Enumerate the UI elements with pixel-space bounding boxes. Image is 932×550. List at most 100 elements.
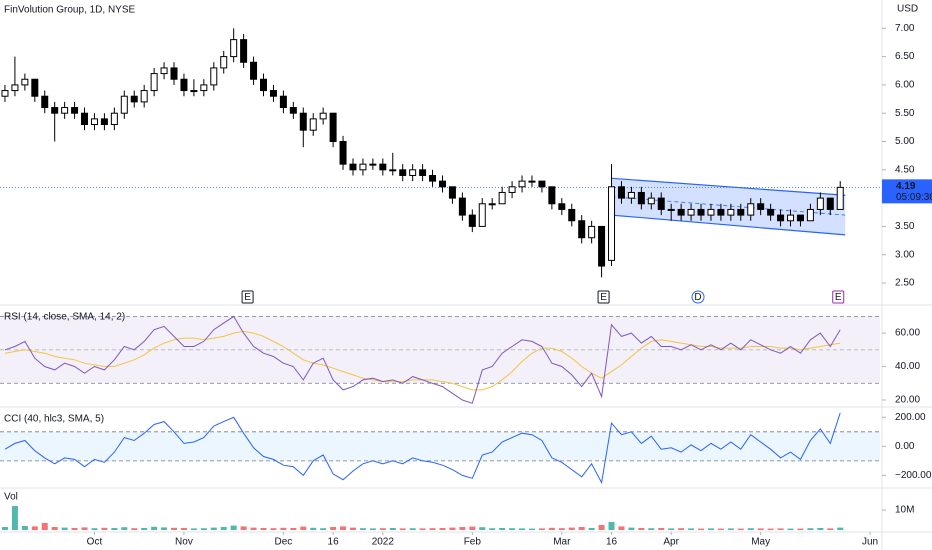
volume-bar <box>379 528 386 530</box>
candle-body <box>528 180 536 183</box>
candle-body <box>329 112 337 143</box>
volume-bar <box>558 528 565 530</box>
candle-body <box>110 112 118 126</box>
candle-body <box>429 174 437 182</box>
candle-body <box>240 39 248 63</box>
y-tick-label: 5.50 <box>895 108 915 119</box>
volume-bar <box>330 527 337 530</box>
volume-bar <box>230 525 237 530</box>
candle-body <box>130 95 138 103</box>
event-marker <box>832 290 845 304</box>
last-price-box <box>882 179 932 204</box>
x-tick-label: Oct <box>87 537 103 548</box>
volume-bar <box>449 527 456 530</box>
volume-legend[interactable]: Vol <box>4 492 18 503</box>
candle-body <box>637 191 645 205</box>
candle-body <box>61 107 69 114</box>
volume-bar <box>121 527 128 530</box>
event-label: D <box>694 292 701 303</box>
volume-bar <box>300 526 307 530</box>
rsi-legend[interactable]: RSI (14, close, SMA, 14, 2) <box>4 312 125 323</box>
event-marker <box>241 290 254 304</box>
candle-body <box>617 186 625 199</box>
volume-bar <box>608 522 615 530</box>
candle-body <box>767 208 775 216</box>
x-tick-label: Nov <box>175 537 193 548</box>
candle-body <box>568 208 576 222</box>
volume-bar <box>141 528 148 530</box>
candle-body <box>717 208 725 216</box>
candle-body <box>826 197 834 210</box>
volume-bar <box>469 526 476 530</box>
volume-bar <box>101 527 108 530</box>
volume-bar <box>11 506 18 530</box>
candle-body <box>220 56 228 69</box>
channel-upper <box>611 177 846 196</box>
candle-body <box>787 214 795 222</box>
y-tick-label: 5.00 <box>895 136 915 147</box>
candle-body <box>339 141 347 165</box>
candle-body <box>90 118 98 126</box>
candle-body <box>51 107 59 114</box>
y-tick-label: 40.00 <box>895 361 920 372</box>
candle-body <box>150 73 158 92</box>
volume-bar <box>31 526 38 530</box>
volume-bar <box>528 528 535 530</box>
x-tick-label: 16 <box>606 537 618 548</box>
rsi-band <box>0 316 880 384</box>
volume-bar <box>817 528 824 530</box>
x-tick-label: May <box>751 537 770 548</box>
candle-body <box>100 118 108 126</box>
candle-body <box>170 67 178 80</box>
cci-legend[interactable]: CCI (40, hlc3, SMA, 5) <box>4 414 104 425</box>
x-tick-label: 16 <box>328 537 340 548</box>
candle-body <box>458 197 466 216</box>
volume-bar <box>21 526 28 530</box>
symbol-title[interactable]: FinVolution Group, 1D, NYSE <box>4 5 136 16</box>
volume-bar <box>568 527 575 530</box>
candle-body <box>588 225 596 239</box>
volume-bar <box>290 528 297 530</box>
event-marker <box>691 290 705 304</box>
candle-body <box>389 169 397 172</box>
volume-bar <box>707 528 714 530</box>
candle-body <box>319 112 327 120</box>
candle-body <box>816 197 824 210</box>
candle-body <box>697 208 705 216</box>
channel-fill <box>611 178 846 235</box>
y-tick-label: 10M <box>895 505 914 516</box>
candle-body <box>289 107 297 114</box>
volume-bar <box>717 528 724 530</box>
volume-bar <box>648 528 655 530</box>
volume-bar <box>509 528 516 530</box>
volume-bar <box>250 527 257 530</box>
volume-bar <box>668 528 675 530</box>
candle-body <box>727 208 735 216</box>
candle-body <box>81 112 89 126</box>
volume-bar <box>161 527 168 530</box>
candle-body <box>230 39 238 58</box>
candle-body <box>41 95 49 109</box>
candle-body <box>21 78 29 86</box>
candle-body <box>180 78 188 92</box>
candle-body <box>777 214 785 222</box>
candle-body <box>250 61 258 80</box>
volume-bar <box>349 527 356 530</box>
candle-body <box>747 203 755 216</box>
x-tick-label: Feb <box>464 537 482 548</box>
candle-body <box>409 169 417 176</box>
volume-bar <box>578 527 585 530</box>
volume-bar <box>180 528 187 530</box>
cci-band <box>0 431 880 461</box>
volume-bar <box>598 525 605 530</box>
volume-bar <box>459 527 466 530</box>
volume-bar <box>479 527 486 530</box>
volume-bar <box>280 527 287 530</box>
volume-bar <box>628 527 635 530</box>
volume-bar <box>171 527 178 530</box>
volume-bar <box>638 528 645 530</box>
volume-bar <box>678 528 685 530</box>
candle-body <box>210 67 218 86</box>
volume-bar <box>767 528 774 530</box>
